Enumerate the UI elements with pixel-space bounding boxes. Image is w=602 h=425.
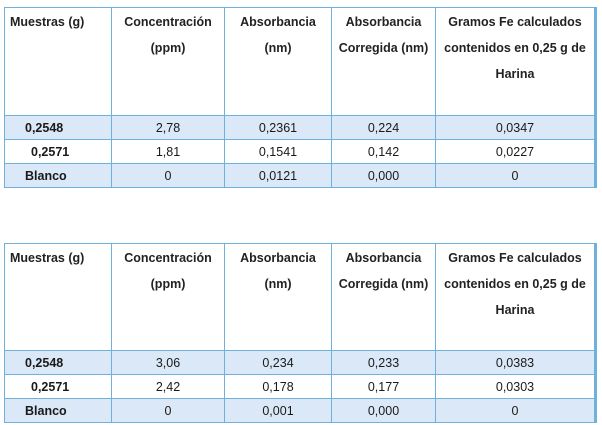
cell-gramos-fe: 0,0383 — [435, 350, 597, 375]
header-absorbancia-corregida: Absorbancia Corregida (nm) — [331, 7, 436, 116]
header-absorbancia: Absorbancia (nm) — [224, 7, 332, 116]
cell-absorbancia-corregida: 0,000 — [331, 163, 436, 188]
iron-results-table-2: Muestras (g) Concentración (ppm) Absorba… — [4, 243, 597, 423]
cell-absorbancia: 0,1541 — [224, 139, 332, 164]
cell-concentracion: 1,81 — [111, 139, 225, 164]
cell-gramos-fe: 0,0303 — [435, 374, 597, 399]
iron-results-table-1: Muestras (g) Concentración (ppm) Absorba… — [4, 7, 597, 188]
cell-absorbancia-corregida: 0,224 — [331, 115, 436, 140]
header-absorbancia: Absorbancia (nm) — [224, 243, 332, 351]
cell-muestra: 0,2571 — [4, 139, 112, 164]
cell-muestra: 0,2548 — [4, 115, 112, 140]
cell-muestra: Blanco — [4, 398, 112, 423]
table-row: Blanco 0 0,0121 0,000 0 — [4, 163, 597, 188]
cell-muestra: 0,2548 — [4, 350, 112, 375]
cell-concentracion: 2,42 — [111, 374, 225, 399]
header-gramos-fe: Gramos Fe calculados contenidos en 0,25 … — [435, 243, 597, 351]
header-concentracion: Concentración (ppm) — [111, 243, 225, 351]
table-row: Blanco 0 0,001 0,000 0 — [4, 398, 597, 423]
cell-gramos-fe: 0,0227 — [435, 139, 597, 164]
cell-concentracion: 3,06 — [111, 350, 225, 375]
cell-absorbancia-corregida: 0,177 — [331, 374, 436, 399]
table-row: 0,2571 1,81 0,1541 0,142 0,0227 — [4, 139, 597, 164]
table-row: 0,2548 2,78 0,2361 0,224 0,0347 — [4, 115, 597, 140]
table-header-row: Muestras (g) Concentración (ppm) Absorba… — [4, 243, 597, 351]
header-muestras: Muestras (g) — [4, 7, 112, 116]
header-absorbancia-corregida: Absorbancia Corregida (nm) — [331, 243, 436, 351]
cell-gramos-fe: 0 — [435, 163, 597, 188]
cell-absorbancia: 0,0121 — [224, 163, 332, 188]
cell-muestra: 0,2571 — [4, 374, 112, 399]
cell-absorbancia-corregida: 0,233 — [331, 350, 436, 375]
header-muestras: Muestras (g) — [4, 243, 112, 351]
cell-absorbancia: 0,001 — [224, 398, 332, 423]
cell-gramos-fe: 0,0347 — [435, 115, 597, 140]
cell-absorbancia-corregida: 0,000 — [331, 398, 436, 423]
table-header-row: Muestras (g) Concentración (ppm) Absorba… — [4, 7, 597, 116]
table-row: 0,2548 3,06 0,234 0,233 0,0383 — [4, 350, 597, 375]
cell-absorbancia: 0,178 — [224, 374, 332, 399]
cell-absorbancia: 0,2361 — [224, 115, 332, 140]
cell-absorbancia: 0,234 — [224, 350, 332, 375]
cell-gramos-fe: 0 — [435, 398, 597, 423]
cell-concentracion: 0 — [111, 398, 225, 423]
cell-concentracion: 2,78 — [111, 115, 225, 140]
cell-muestra: Blanco — [4, 163, 112, 188]
header-concentracion: Concentración (ppm) — [111, 7, 225, 116]
header-gramos-fe: Gramos Fe calculados contenidos en 0,25 … — [435, 7, 597, 116]
cell-concentracion: 0 — [111, 163, 225, 188]
table-row: 0,2571 2,42 0,178 0,177 0,0303 — [4, 374, 597, 399]
cell-absorbancia-corregida: 0,142 — [331, 139, 436, 164]
